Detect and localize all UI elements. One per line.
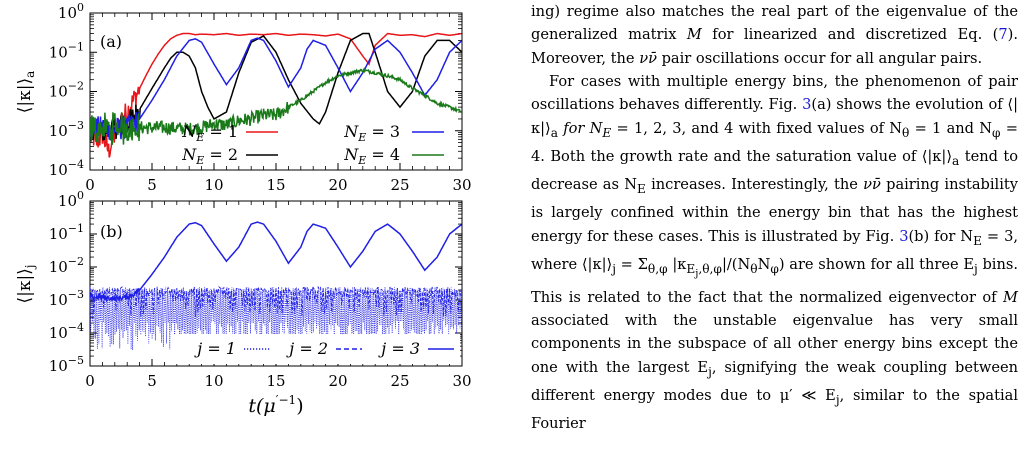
panel-a-y-axis-label: ⟨|κ|⟩a bbox=[15, 71, 37, 114]
y-tick-label: 10−4 bbox=[49, 321, 84, 342]
x-tick-label: 15 bbox=[266, 176, 285, 194]
text-column: ing) regime also matches the real part o… bbox=[531, 0, 1018, 461]
series-line-3 bbox=[90, 37, 462, 140]
y-tick-label: 10−1 bbox=[49, 40, 84, 61]
equation-ref-link[interactable]: 7 bbox=[998, 26, 1008, 44]
legend-label-j3: j = 3 bbox=[378, 339, 420, 358]
x-tick-label: 15 bbox=[266, 372, 285, 390]
paragraph-2: For cases with multiple energy bins, the… bbox=[531, 73, 1019, 433]
legend-label-j1: j = 1 bbox=[194, 339, 236, 358]
y-tick-label: 10−3 bbox=[49, 119, 84, 140]
panel-a-frame bbox=[89, 12, 463, 171]
x-tick-label: 25 bbox=[390, 176, 409, 194]
panel-a: 100 10−1 10−2 10−3 10−4 0 5 10 15 20 25 30 (a) ⟨|κ… bbox=[15, 1, 472, 194]
figure-ref-link-2[interactable]: 3 bbox=[899, 227, 909, 245]
legend-label-j2: j = 2 bbox=[286, 339, 328, 358]
panel-b-lines bbox=[90, 221, 462, 351]
x-tick-label: 0 bbox=[85, 372, 95, 390]
panel-a-y-ticks: 100 10−1 10−2 10−3 10−4 bbox=[49, 1, 462, 179]
panel-b-x-ticks: 0 5 10 15 20 25 30 bbox=[85, 201, 472, 390]
x-tick-label: 5 bbox=[147, 176, 157, 194]
panel-a-x-ticks: 0 5 10 15 20 25 30 bbox=[85, 13, 472, 194]
panel-a-lines bbox=[90, 32, 462, 158]
x-tick-label: 30 bbox=[452, 372, 471, 390]
y-tick-label: 10−4 bbox=[49, 158, 84, 179]
panel-a-legend: NE = 1 NE = 3 NE = 2 NE = 4 bbox=[181, 122, 444, 167]
x-tick-label: 10 bbox=[204, 372, 223, 390]
legend-label-ne2: NE = 2 bbox=[181, 145, 238, 167]
y-tick-label: 10−5 bbox=[49, 354, 84, 375]
series-line-4 bbox=[90, 67, 462, 145]
series-line-2 bbox=[90, 285, 462, 318]
series-line-2 bbox=[90, 32, 462, 141]
y-tick-label: 100 bbox=[58, 1, 84, 22]
figure-ref-link-1[interactable]: 3 bbox=[802, 96, 812, 114]
y-tick-label: 100 bbox=[58, 189, 84, 210]
panel-b: 100 10−1 10−2 10−3 10−4 10−5 0 5 10 15 20 25 30 (b)… bbox=[15, 189, 472, 417]
panel-b-y-axis-label: ⟨|κ|⟩j bbox=[15, 264, 37, 303]
panel-b-label: (b) bbox=[100, 222, 123, 241]
y-tick-label: 10−1 bbox=[49, 222, 84, 243]
series-line-3 bbox=[90, 221, 462, 304]
y-tick-label: 10−2 bbox=[49, 80, 84, 101]
series-line-1 bbox=[90, 32, 462, 158]
panel-b-y-ticks: 100 10−1 10−2 10−3 10−4 10−5 bbox=[49, 189, 462, 375]
x-tick-label: 10 bbox=[204, 176, 223, 194]
x-tick-label: 0 bbox=[85, 176, 95, 194]
x-tick-label: 20 bbox=[328, 372, 347, 390]
figure-3: 100 10−1 10−2 10−3 10−4 0 5 10 15 20 25 30 (a) ⟨|κ… bbox=[15, 1, 472, 417]
legend-label-ne1: NE = 1 bbox=[181, 122, 238, 144]
paragraph-1: ing) regime also matches the real part o… bbox=[531, 3, 1019, 67]
x-axis-label: t(μ′−1) bbox=[248, 393, 303, 417]
legend-label-ne3: NE = 3 bbox=[343, 122, 400, 144]
x-tick-label: 30 bbox=[452, 176, 471, 194]
panel-b-legend-bg bbox=[172, 334, 460, 364]
panel-a-label: (a) bbox=[100, 32, 122, 51]
y-tick-label: 10−2 bbox=[49, 255, 84, 276]
y-tick-label: 10−3 bbox=[49, 288, 84, 309]
x-tick-label: 5 bbox=[147, 372, 157, 390]
legend-label-ne4: NE = 4 bbox=[343, 145, 400, 167]
x-tick-label: 25 bbox=[390, 372, 409, 390]
x-tick-label: 20 bbox=[328, 176, 347, 194]
panel-b-legend: j = 1 j = 2 j = 3 bbox=[172, 334, 460, 364]
